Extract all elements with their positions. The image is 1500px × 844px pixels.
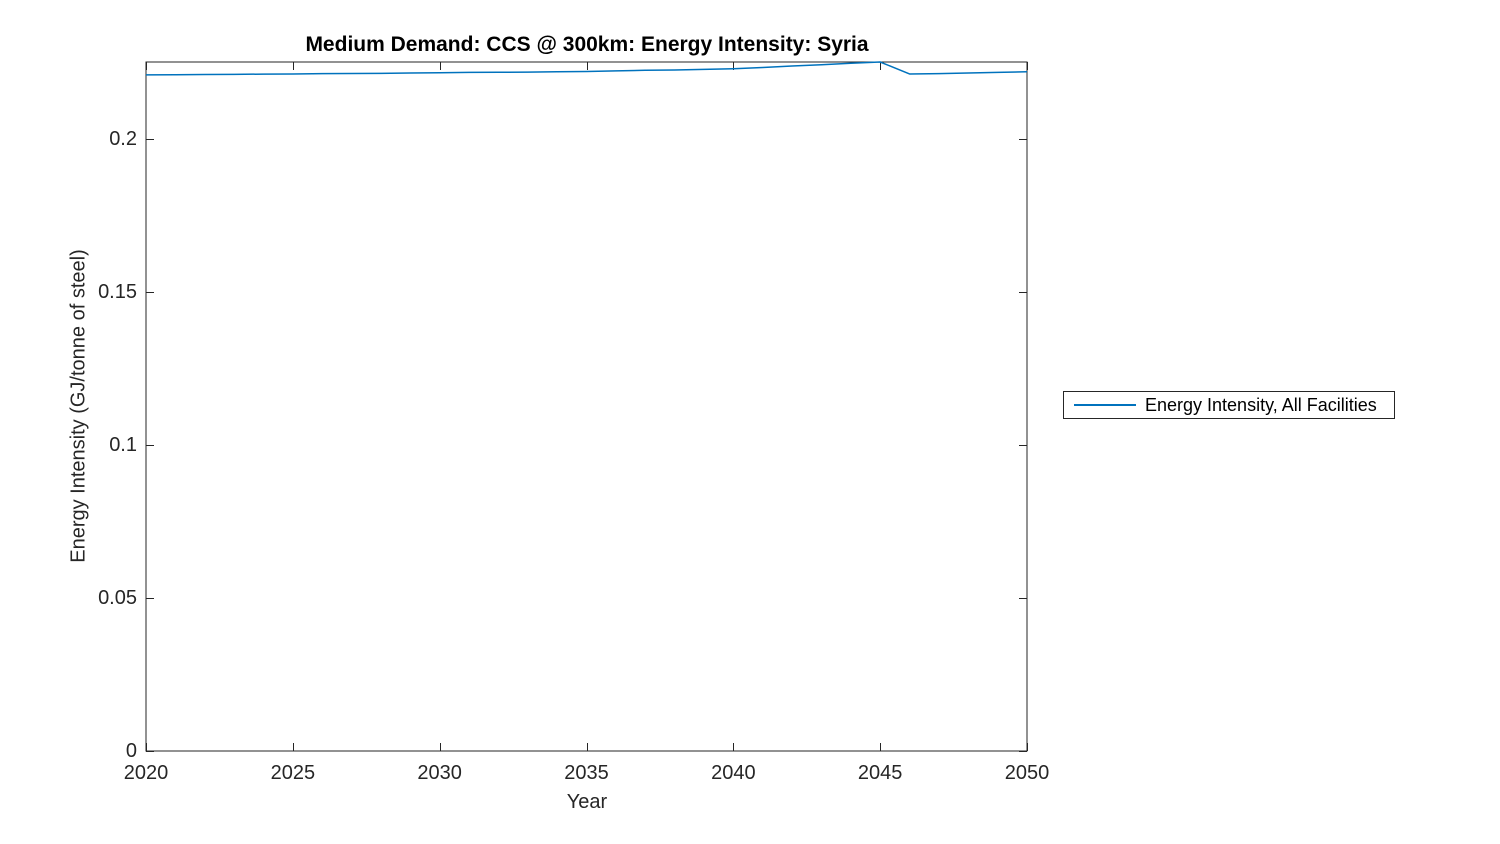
y-tick-label: 0.2 (109, 127, 137, 150)
x-tick-label: 2030 (417, 762, 462, 784)
legend-line-sample (1074, 404, 1136, 406)
x-tick-label: 2035 (564, 762, 609, 784)
x-tick-label: 2020 (123, 762, 169, 784)
x-tick-label: 2025 (270, 762, 316, 784)
x-tick-label: 2045 (857, 762, 903, 784)
series-line (145, 61, 1028, 76)
x-tick-label: 2050 (1004, 762, 1050, 784)
y-tick-label: 0.1 (109, 433, 137, 456)
legend-box: Energy Intensity, All Facilities (1063, 391, 1395, 419)
y-axis-label: Energy Intensity (GJ/tonne of steel) (67, 249, 90, 563)
chart-title: Medium Demand: CCS @ 300km: Energy Inten… (305, 33, 869, 56)
legend-label: Energy Intensity, All Facilities (1145, 394, 1377, 415)
y-tick-label: 0 (125, 740, 137, 762)
x-tick-label: 2040 (711, 762, 756, 784)
axes-box (145, 61, 1028, 752)
y-tick-label: 0.05 (98, 586, 137, 609)
x-axis-label: Year (566, 791, 608, 813)
y-tick-label: 0.15 (98, 280, 137, 303)
